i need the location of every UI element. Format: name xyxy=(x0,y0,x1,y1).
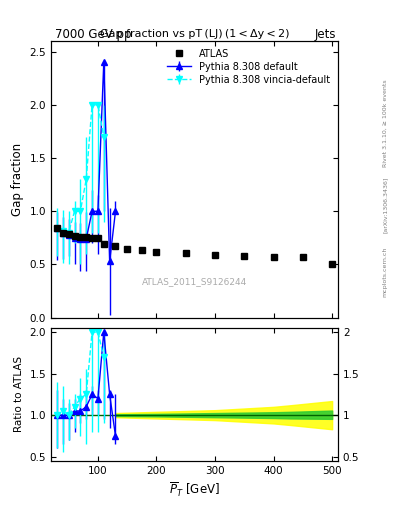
ATLAS xyxy=(95,235,100,241)
Legend: ATLAS, Pythia 8.308 default, Pythia 8.308 vincia-default: ATLAS, Pythia 8.308 default, Pythia 8.30… xyxy=(164,46,333,88)
ATLAS xyxy=(330,262,334,268)
ATLAS xyxy=(113,243,118,249)
ATLAS xyxy=(154,249,159,255)
ATLAS xyxy=(271,254,276,260)
Y-axis label: Gap fraction: Gap fraction xyxy=(11,143,24,216)
Text: Rivet 3.1.10, ≥ 100k events: Rivet 3.1.10, ≥ 100k events xyxy=(383,79,387,167)
ATLAS xyxy=(125,245,130,251)
X-axis label: $\overline{P}_T$ [GeV]: $\overline{P}_T$ [GeV] xyxy=(169,481,220,499)
Text: mcplots.cern.ch: mcplots.cern.ch xyxy=(383,246,387,296)
ATLAS xyxy=(66,230,71,237)
ATLAS xyxy=(72,232,77,239)
Title: Gap fraction vs pT (LJ) (1 < Δy < 2): Gap fraction vs pT (LJ) (1 < Δy < 2) xyxy=(100,29,289,39)
ATLAS xyxy=(140,246,144,252)
ATLAS xyxy=(242,253,247,259)
ATLAS xyxy=(55,225,59,231)
ATLAS xyxy=(84,234,88,240)
ATLAS xyxy=(184,250,188,256)
ATLAS xyxy=(213,252,217,258)
Text: ATLAS_2011_S9126244: ATLAS_2011_S9126244 xyxy=(142,277,247,286)
ATLAS xyxy=(90,235,94,241)
Line: ATLAS: ATLAS xyxy=(54,225,335,268)
ATLAS xyxy=(101,241,106,247)
ATLAS xyxy=(78,234,83,240)
Text: [arXiv:1306.3436]: [arXiv:1306.3436] xyxy=(383,177,387,233)
Y-axis label: Ratio to ATLAS: Ratio to ATLAS xyxy=(14,356,24,433)
Text: 7000 GeV pp: 7000 GeV pp xyxy=(55,28,132,41)
ATLAS xyxy=(61,229,65,236)
ATLAS xyxy=(301,254,305,260)
Text: Jets: Jets xyxy=(314,28,336,41)
